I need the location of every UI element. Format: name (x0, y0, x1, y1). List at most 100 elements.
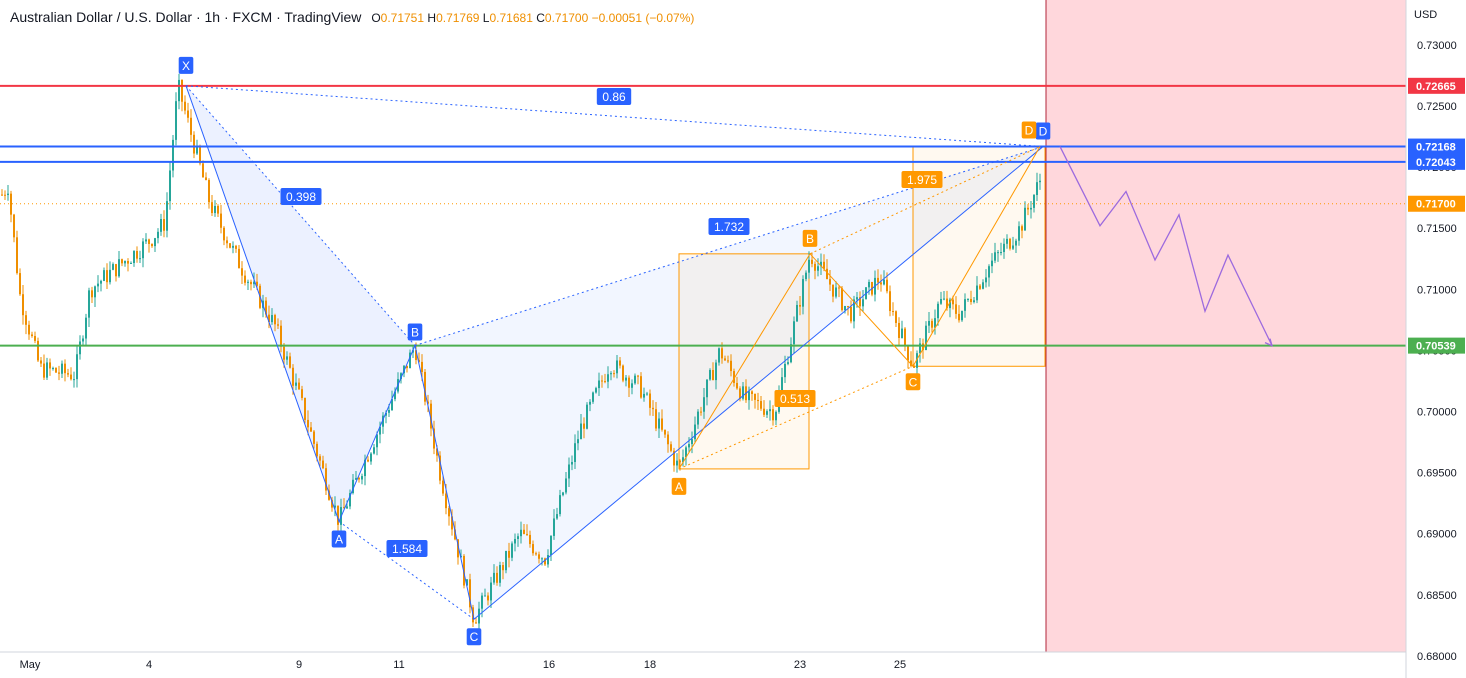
y-tick-label: 0.71000 (1417, 284, 1457, 296)
candle (757, 392, 759, 410)
price-tag-bg (1408, 195, 1465, 212)
candle (7, 185, 9, 201)
candle (10, 190, 12, 223)
candle (958, 305, 960, 323)
candle (22, 285, 24, 325)
candle-body (967, 298, 969, 300)
candle-body (79, 341, 81, 355)
candle-body (601, 380, 603, 382)
open-value: 0.71751 (380, 11, 425, 25)
candle (136, 246, 138, 263)
candle-body (325, 468, 327, 491)
candle (304, 397, 306, 424)
candle (616, 355, 618, 379)
x-tick-label: 23 (794, 659, 806, 671)
candle (823, 254, 825, 272)
candle (577, 430, 579, 451)
candle (211, 194, 213, 217)
candle (121, 258, 123, 267)
candle (982, 279, 984, 290)
candle-body (52, 367, 54, 369)
candle (790, 337, 792, 364)
candle (895, 310, 897, 328)
candle-body (862, 299, 864, 307)
candle-body (1030, 207, 1032, 210)
candle-body (844, 306, 846, 311)
candle (889, 285, 891, 317)
symbol-title: Australian Dollar / U.S. Dollar · 1h · F… (10, 9, 362, 25)
candle-body (622, 365, 624, 381)
candle-body (628, 377, 630, 388)
candle-body (577, 439, 579, 444)
candle (166, 192, 168, 238)
candle-body (805, 272, 807, 280)
candle (742, 382, 744, 401)
blue-point-D-bg (1035, 122, 1051, 140)
candle-body (277, 324, 279, 326)
candle (988, 264, 990, 287)
candle (787, 356, 789, 366)
candle (502, 562, 504, 580)
candle (709, 368, 711, 381)
candle (1009, 237, 1011, 251)
candle-body (589, 401, 591, 405)
candle (727, 355, 729, 364)
candle-body (895, 311, 897, 323)
candle-body (280, 325, 282, 347)
candle (532, 540, 534, 556)
candle (352, 473, 354, 495)
candle-body (208, 180, 210, 203)
candle (100, 279, 102, 292)
ratio-ac-orange-text: 0.513 (780, 392, 810, 406)
ratio-ac: 1.584 (386, 540, 428, 557)
ratio-ac-orange-bg (774, 390, 816, 407)
candle-body (937, 303, 939, 319)
candle-body (661, 418, 663, 430)
candle (250, 279, 252, 291)
candle-body (154, 238, 156, 247)
candle (697, 409, 699, 429)
candle (1033, 194, 1035, 213)
candle (280, 320, 282, 353)
candle (349, 489, 351, 510)
candle-body (502, 565, 504, 571)
candle-body (571, 461, 573, 465)
candle-body (889, 291, 891, 312)
ohlc-values: O0.71751 H0.71769 L0.71681 C0.71700 −0.0… (371, 11, 694, 25)
candle-body (301, 389, 303, 398)
candle-body (400, 373, 402, 380)
ratio-xd-bg (596, 88, 632, 105)
candle-body (112, 264, 114, 270)
candle-body (781, 377, 783, 391)
candle (139, 250, 141, 264)
candle-body (286, 356, 288, 360)
candle-body (316, 443, 318, 457)
candle (370, 452, 372, 465)
candle (772, 405, 774, 426)
candle-body (544, 558, 546, 565)
candle-body (379, 426, 381, 435)
candle (643, 387, 645, 402)
candle-body (595, 388, 597, 393)
candle (442, 475, 444, 496)
candle (928, 312, 930, 334)
candle-body (469, 579, 471, 608)
candle-body (553, 518, 555, 536)
candle-body (115, 264, 117, 277)
candle-body (418, 360, 420, 362)
candle (862, 289, 864, 313)
candle (226, 236, 228, 249)
price-tag-bg (1408, 77, 1465, 94)
candle (67, 368, 69, 378)
price-tag-3: 0.71700 (1408, 195, 1465, 212)
candle-body (715, 362, 717, 381)
candle (298, 378, 300, 391)
candle (175, 92, 177, 146)
candle (703, 388, 705, 419)
candle-body (196, 146, 198, 154)
candle (844, 305, 846, 314)
candle (154, 237, 156, 252)
candle (646, 391, 648, 396)
candle-body (55, 367, 57, 373)
